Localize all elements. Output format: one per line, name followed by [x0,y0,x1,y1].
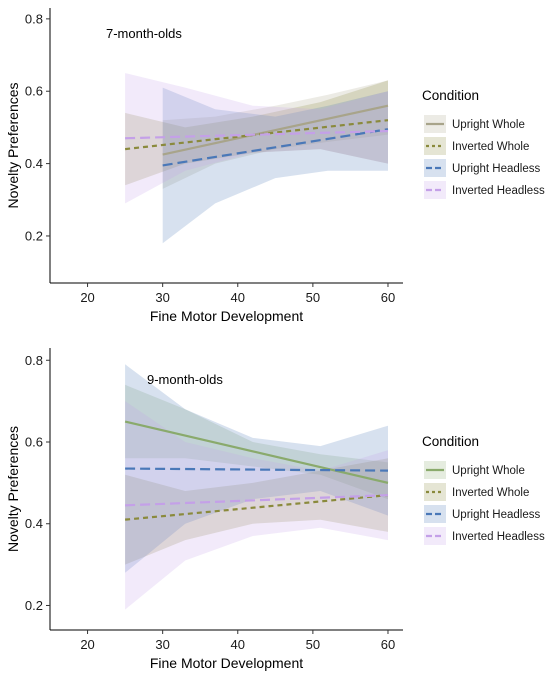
legend-label: Upright Whole [452,465,525,477]
confidence-band-2 [125,80,388,186]
series-line-2 [125,494,389,521]
confidence-band-3 [125,364,388,573]
legend-title: Condition [422,88,479,103]
y-axis-title: Novelty Preferences [5,426,21,552]
series-line-3 [125,467,388,472]
legend: Condition Upright Whole Inverted Whole Upri… [422,88,545,199]
legend-label: Upright Headless [452,163,540,175]
chart-title: 9-month-olds [147,372,223,387]
series-line-4 [125,129,389,140]
series-line-3 [162,128,389,167]
x-tick-label: 30 [155,637,169,652]
x-tick-label: 40 [231,637,245,652]
series-line-1 [162,104,389,156]
legend-label: Upright Headless [452,509,540,521]
legend-label: Inverted Headless [452,531,545,543]
y-tick-label: 0.8 [25,11,43,26]
legend: Condition Upright Whole Inverted Whole Upri… [422,434,545,545]
x-axis-title: Fine Motor Development [150,308,303,324]
series-line-1 [124,420,389,484]
chart-panel-2: 20 30 40 50 60 0.2 0.4 0.6 0.8 Fine Motor Develop… [5,348,545,671]
series-line-4 [125,494,389,507]
x-tick-label: 60 [381,637,395,652]
y-tick-label: 0.8 [25,353,43,368]
x-axis-title: Fine Motor Development [150,655,303,671]
y-tick-label: 0.2 [25,598,43,613]
legend-label: Inverted Whole [452,487,529,499]
y-tick-label: 0.2 [25,228,43,243]
confidence-band-4 [125,401,388,610]
legend-label: Inverted Headless [452,185,545,197]
y-tick-label: 0.6 [25,435,43,450]
x-tick-label: 30 [155,290,169,305]
x-tick-label: 20 [80,637,94,652]
y-tick-label: 0.4 [25,516,43,531]
y-tick-label: 0.4 [25,156,43,171]
x-tick-label: 20 [80,290,94,305]
legend-label: Inverted Whole [452,141,529,153]
chart-panel-1: 20 30 40 50 60 0.2 0.4 0.6 0.8 Fine Motor Develop… [5,8,545,324]
confidence-band-4 [125,73,388,204]
y-tick-label: 0.6 [25,84,43,99]
x-tick-label: 50 [306,290,320,305]
y-axis-title: Novelty Preferences [5,82,21,208]
confidence-band-2 [125,458,388,565]
x-tick-label: 50 [306,637,320,652]
chart-title: 7-month-olds [106,26,182,41]
legend-label: Upright Whole [452,119,525,131]
x-tick-label: 40 [231,290,245,305]
series-line-2 [124,119,389,151]
legend-title: Condition [422,434,479,449]
x-tick-label: 60 [381,290,395,305]
